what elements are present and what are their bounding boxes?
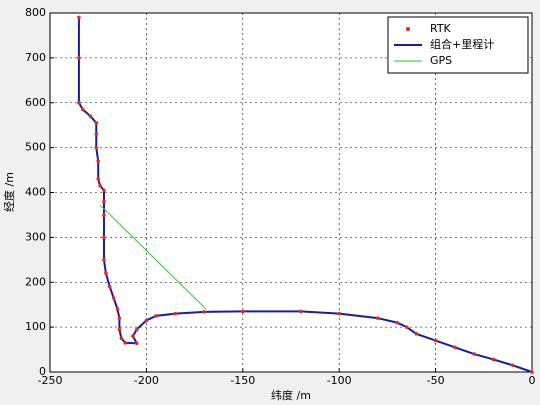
data-point bbox=[111, 296, 116, 300]
legend-swatch bbox=[406, 27, 410, 31]
data-point bbox=[80, 107, 85, 112]
data-point bbox=[131, 334, 135, 338]
data-point bbox=[104, 271, 108, 276]
data-point bbox=[337, 311, 342, 316]
y-axis-label: 经度 /m bbox=[2, 172, 16, 212]
x-tick-label: -100 bbox=[327, 374, 352, 387]
data-point bbox=[102, 258, 106, 262]
data-point bbox=[134, 327, 139, 332]
x-tick-label: 0 bbox=[529, 374, 536, 387]
data-point bbox=[77, 15, 81, 20]
data-point bbox=[134, 341, 139, 346]
data-point bbox=[107, 284, 112, 289]
data-point bbox=[94, 121, 99, 125]
data-point bbox=[510, 363, 515, 368]
y-tick-label: 400 bbox=[25, 186, 46, 199]
data-point bbox=[88, 114, 93, 119]
data-point bbox=[491, 357, 496, 362]
data-point bbox=[119, 336, 124, 341]
y-tick-label: 700 bbox=[25, 51, 46, 64]
data-point bbox=[395, 320, 399, 325]
y-tick-label: 200 bbox=[25, 275, 46, 288]
data-point bbox=[98, 183, 102, 188]
data-point bbox=[96, 159, 100, 163]
data-point bbox=[102, 213, 106, 217]
data-point bbox=[96, 177, 100, 181]
data-point bbox=[77, 56, 81, 60]
data-point bbox=[94, 145, 99, 150]
y-tick-label: 0 bbox=[39, 365, 46, 378]
data-point bbox=[530, 370, 534, 374]
legend-label: 组合+里程计 bbox=[430, 37, 494, 51]
y-tick-label: 300 bbox=[25, 230, 46, 243]
data-point bbox=[144, 318, 149, 323]
data-point bbox=[173, 311, 178, 316]
data-point bbox=[154, 314, 158, 318]
data-point bbox=[202, 310, 207, 314]
legend-label: GPS bbox=[430, 54, 452, 67]
data-point bbox=[102, 188, 106, 193]
x-tick-label: -250 bbox=[38, 374, 63, 387]
data-point bbox=[123, 341, 127, 345]
y-tick-label: 100 bbox=[25, 320, 46, 333]
x-axis-label: 纬度 /m bbox=[271, 388, 311, 402]
data-point bbox=[453, 345, 457, 350]
data-point bbox=[102, 235, 106, 240]
data-point bbox=[298, 309, 303, 314]
data-point bbox=[102, 199, 106, 204]
data-point bbox=[115, 307, 120, 311]
data-point bbox=[375, 316, 380, 320]
data-point bbox=[404, 325, 409, 329]
data-point bbox=[472, 352, 476, 356]
y-tick-label: 500 bbox=[25, 141, 46, 154]
data-point bbox=[117, 316, 122, 320]
data-line bbox=[99, 204, 207, 310]
x-tick-label: -50 bbox=[427, 374, 445, 387]
data-point bbox=[241, 309, 245, 314]
x-tick-label: -150 bbox=[230, 374, 255, 387]
data-point bbox=[94, 132, 99, 136]
data-point bbox=[117, 327, 122, 332]
y-tick-label: 600 bbox=[25, 96, 46, 109]
x-tick-label: -200 bbox=[134, 374, 159, 387]
data-point bbox=[77, 100, 81, 105]
data-point bbox=[433, 338, 438, 343]
y-tick-label: 800 bbox=[25, 6, 46, 19]
data-point bbox=[414, 332, 419, 336]
legend-label: RTK bbox=[430, 22, 452, 35]
